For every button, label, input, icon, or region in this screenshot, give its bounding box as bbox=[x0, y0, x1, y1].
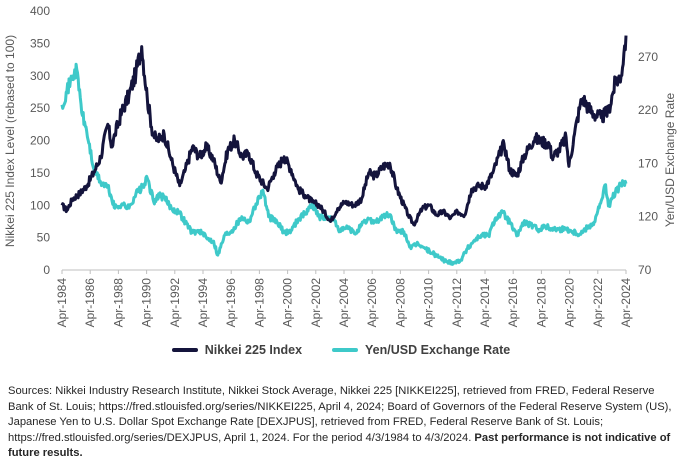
left-axis-label: Nikkei 225 Index Level (rebased to 100) bbox=[3, 35, 17, 247]
legend-label-nikkei: Nikkei 225 Index bbox=[204, 343, 303, 357]
legend-item-yen: Yen/USD Exchange Rate bbox=[332, 343, 510, 357]
x-tick-label: Apr-2008 bbox=[393, 278, 407, 328]
left-tick-label: 150 bbox=[30, 166, 50, 180]
legend-swatch-nikkei bbox=[171, 348, 198, 352]
x-tick-label: Apr-2012 bbox=[450, 278, 464, 328]
sources-text: Sources: Nikkei Industry Research Instit… bbox=[8, 385, 672, 444]
right-axis-label: Yen/USD Exchange Rate bbox=[663, 93, 677, 228]
x-tick-label: Apr-1994 bbox=[196, 278, 210, 328]
right-tick-label: 270 bbox=[638, 50, 658, 64]
left-tick-label: 400 bbox=[30, 4, 50, 18]
x-tick-label: Apr-2018 bbox=[534, 278, 548, 328]
x-tick-label: Apr-2014 bbox=[478, 278, 492, 328]
left-tick-label: 200 bbox=[30, 134, 50, 148]
x-tick-label: Apr-2002 bbox=[309, 278, 323, 328]
legend-label-yen: Yen/USD Exchange Rate bbox=[365, 343, 511, 357]
x-tick-label: Apr-2022 bbox=[591, 278, 605, 328]
x-tick-label: Apr-1990 bbox=[140, 278, 154, 328]
legend-item-nikkei: Nikkei 225 Index bbox=[171, 343, 303, 357]
x-tick-label: Apr-2010 bbox=[422, 278, 436, 328]
left-tick-label: 0 bbox=[43, 263, 50, 277]
x-tick-label: Apr-1986 bbox=[83, 278, 97, 328]
legend-swatch-yen bbox=[332, 348, 359, 352]
x-tick-label: Apr-2004 bbox=[337, 278, 351, 328]
x-tick-label: Apr-2020 bbox=[563, 278, 577, 328]
x-tick-label: Apr-1988 bbox=[111, 278, 125, 328]
right-tick-label: 170 bbox=[638, 156, 658, 170]
disclaimer-text: Past performance is not indicative of fu… bbox=[8, 431, 671, 460]
x-tick-label: Apr-2024 bbox=[619, 278, 633, 328]
left-tick-label: 50 bbox=[37, 231, 51, 245]
right-tick-label: 120 bbox=[638, 210, 658, 224]
left-axis-ticks: 0 50 100 150 200 250 300 350 400 bbox=[30, 4, 50, 277]
left-tick-label: 350 bbox=[30, 36, 50, 50]
left-tick-label: 300 bbox=[30, 69, 50, 83]
x-tick-label: Apr-1998 bbox=[252, 278, 266, 328]
left-tick-label: 250 bbox=[30, 101, 50, 115]
sources-footnote: Sources: Nikkei Industry Research Instit… bbox=[8, 384, 676, 462]
right-tick-label: 70 bbox=[638, 263, 652, 277]
legend: Nikkei 225 Index Yen/USD Exchange Rate bbox=[0, 343, 682, 357]
x-tick-label: Apr-2016 bbox=[506, 278, 520, 328]
x-tick-label: Apr-1992 bbox=[168, 278, 182, 328]
x-tick-label: Apr-2006 bbox=[365, 278, 379, 328]
right-axis-ticks: 70 120 170 220 270 bbox=[638, 50, 658, 277]
series-line-yen-usd bbox=[60, 62, 628, 266]
right-tick-label: 220 bbox=[638, 103, 658, 117]
x-axis-ticks: Apr-1984 Apr-1986 Apr-1988 Apr-1990 Apr-1992… bbox=[55, 270, 633, 327]
x-tick-label: Apr-1996 bbox=[224, 278, 238, 328]
x-tick-label: Apr-1984 bbox=[55, 278, 69, 328]
series-line-nikkei-225 bbox=[60, 35, 628, 227]
left-tick-label: 100 bbox=[30, 198, 50, 212]
x-tick-label: Apr-2000 bbox=[281, 278, 295, 328]
